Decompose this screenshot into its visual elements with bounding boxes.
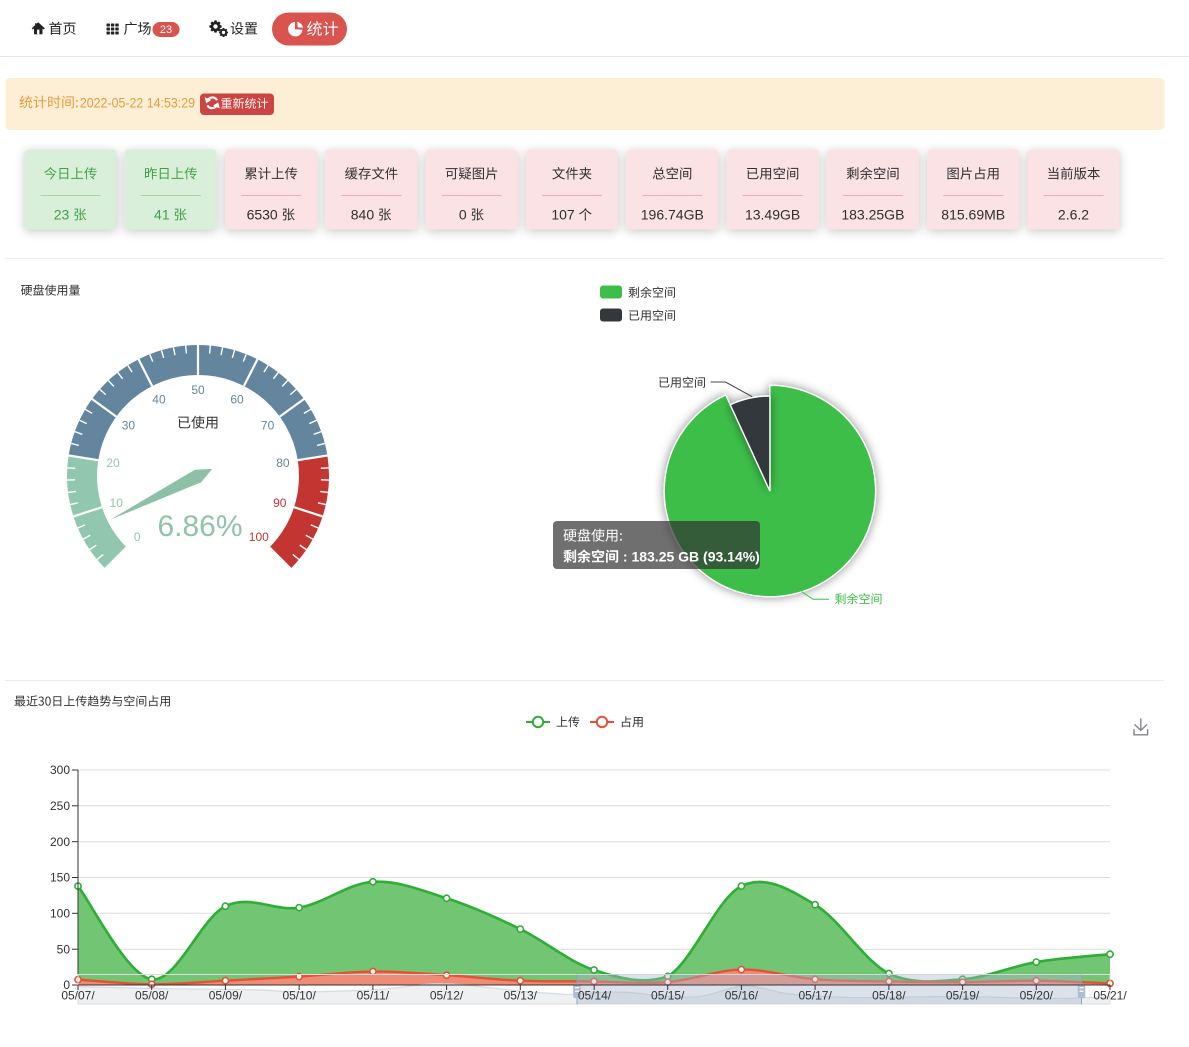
svg-text:05/20/: 05/20/ (1020, 989, 1054, 1003)
svg-text:150: 150 (50, 871, 70, 885)
svg-text:70: 70 (261, 419, 275, 433)
svg-text:196.74GB: 196.74GB (641, 207, 704, 223)
svg-text:05/08/: 05/08/ (135, 989, 169, 1003)
svg-text:: 183.25 GB (93.14%): : 183.25 GB (93.14%) (619, 549, 760, 565)
svg-text:23: 23 (160, 24, 172, 36)
svg-text:840: 840 (351, 207, 375, 223)
svg-text:0: 0 (459, 207, 467, 223)
svg-text:6530: 6530 (247, 207, 278, 223)
svg-text:2022-05-22 14:53:29: 2022-05-22 14:53:29 (80, 94, 195, 110)
svg-text:05/12/: 05/12/ (430, 989, 464, 1003)
svg-text:90: 90 (273, 496, 287, 510)
svg-text:05/10/: 05/10/ (282, 989, 316, 1003)
svg-text:05/09/: 05/09/ (209, 989, 243, 1003)
svg-text:50: 50 (57, 942, 71, 956)
svg-text:250: 250 (50, 799, 70, 813)
svg-text:815.69MB: 815.69MB (941, 207, 1005, 223)
svg-text:30: 30 (122, 419, 136, 433)
svg-text:05/14/: 05/14/ (578, 989, 612, 1003)
svg-text:05/17/: 05/17/ (798, 989, 832, 1003)
svg-text:40: 40 (152, 393, 166, 407)
svg-text:05/21/: 05/21/ (1093, 989, 1127, 1003)
svg-text:200: 200 (50, 835, 70, 849)
svg-text:10: 10 (110, 496, 124, 510)
svg-text:0: 0 (134, 530, 141, 544)
svg-text:107: 107 (551, 207, 575, 223)
svg-text:05/11/: 05/11/ (357, 989, 390, 1003)
svg-text:05/18/: 05/18/ (872, 989, 906, 1003)
svg-text:300: 300 (50, 763, 70, 777)
svg-text:100: 100 (249, 530, 269, 544)
svg-text:0: 0 (63, 978, 70, 992)
svg-text:20: 20 (106, 456, 120, 470)
svg-text:50: 50 (191, 383, 205, 397)
svg-text:183.25GB: 183.25GB (841, 207, 904, 223)
svg-text:80: 80 (276, 456, 290, 470)
svg-text:05/16/: 05/16/ (725, 989, 759, 1003)
svg-text:100: 100 (50, 907, 70, 921)
svg-text:41: 41 (154, 207, 170, 223)
svg-text:6.86%: 6.86% (157, 510, 242, 543)
svg-text:05/19/: 05/19/ (946, 989, 980, 1003)
svg-text:05/15/: 05/15/ (651, 989, 685, 1003)
svg-text:13.49GB: 13.49GB (745, 207, 800, 223)
svg-text:23: 23 (54, 207, 70, 223)
svg-text:2.6.2: 2.6.2 (1058, 207, 1089, 223)
svg-text:05/13/: 05/13/ (504, 989, 538, 1003)
svg-text:05/07/: 05/07/ (61, 989, 95, 1003)
svg-text:60: 60 (230, 393, 244, 407)
